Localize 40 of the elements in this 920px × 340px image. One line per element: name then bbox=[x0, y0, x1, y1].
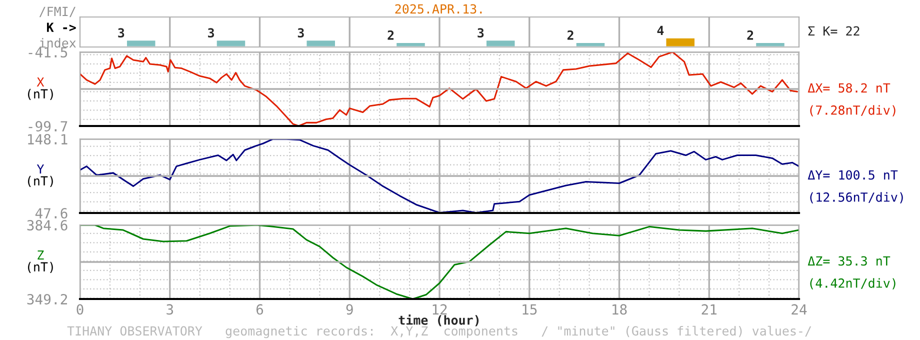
data-label: 3 bbox=[298, 28, 304, 38]
text: (12.56nT/div) bbox=[810, 192, 903, 204]
text: ΔX= 58.2 nT bbox=[808, 83, 890, 93]
x-tick-label: 21 bbox=[702, 304, 717, 314]
x-tick-label: 3 bbox=[166, 304, 174, 315]
data-label: 3 bbox=[208, 28, 214, 38]
data-label: 3 bbox=[118, 28, 124, 38]
y-tick-label: -99.7 bbox=[28, 121, 68, 132]
text: (4.42nT/div) bbox=[810, 278, 896, 290]
y-axis-title: X (nT) bbox=[28, 77, 53, 100]
x-tick-label: 15 bbox=[522, 304, 537, 315]
line-series bbox=[80, 225, 799, 299]
y-axis-title: Y (nT) bbox=[28, 164, 53, 188]
x-axis-title: time (hour) bbox=[398, 314, 479, 326]
y-axis-title: /FMI/ K -> index bbox=[39, 6, 76, 48]
line-series bbox=[80, 139, 799, 213]
data-label: 4 bbox=[657, 26, 664, 36]
text: Σ K= 22 bbox=[808, 26, 860, 36]
chart-title: 2025.APR.13. bbox=[395, 4, 482, 14]
x-tick-label: 24 bbox=[792, 304, 807, 314]
data-label: 2 bbox=[388, 30, 394, 40]
line-series bbox=[80, 52, 798, 126]
text: TIHANY OBSERVATORY geomagnetic records: X,Y,Z components / "minute" (Gauss filtered) values-/ bbox=[67, 326, 812, 338]
data-label: 2 bbox=[567, 30, 574, 40]
data-label: 3 bbox=[478, 28, 484, 38]
y-tick-label: 384.6 bbox=[27, 220, 68, 231]
x-tick-label: 18 bbox=[612, 304, 627, 315]
text: ΔZ= 35.3 nT bbox=[808, 256, 890, 266]
x-tick-label: 9 bbox=[346, 304, 353, 315]
text: ΔY= 100.5 nT bbox=[808, 170, 898, 180]
y-tick-label: 148.1 bbox=[28, 134, 68, 145]
data-label: 2 bbox=[747, 30, 754, 40]
x-tick-label: 12 bbox=[432, 304, 447, 314]
y-tick-label: 47.6 bbox=[35, 208, 68, 219]
y-tick-label: 349.2 bbox=[27, 294, 68, 305]
x-tick-label: 6 bbox=[256, 304, 264, 315]
y-axis-title: Z (nT) bbox=[28, 250, 53, 274]
x-tick-label: 0 bbox=[76, 304, 84, 315]
text: (7.28nT/div) bbox=[810, 105, 896, 116]
y-tick-label: -41.5 bbox=[28, 47, 68, 58]
